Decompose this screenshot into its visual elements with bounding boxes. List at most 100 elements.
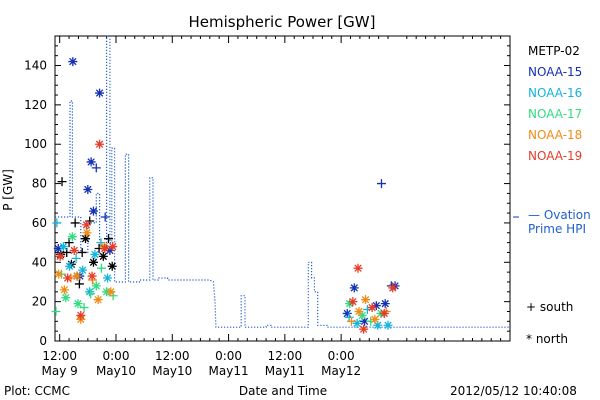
noaa-16-south-point bbox=[71, 253, 81, 263]
noaa-15-north-point bbox=[349, 283, 359, 293]
noaa-16-south-point bbox=[52, 218, 62, 228]
chart-title: Hemispheric Power [GW] bbox=[189, 13, 376, 31]
noaa-19-north-point bbox=[353, 263, 363, 273]
y-axis-label: P [GW] bbox=[1, 169, 15, 211]
noaa-19-north-point bbox=[95, 139, 105, 149]
noaa-17-south-point bbox=[79, 303, 89, 313]
y-tick-label: 140 bbox=[24, 59, 47, 73]
noaa-19-north-point bbox=[81, 220, 91, 230]
noaa-16-north-point bbox=[85, 287, 95, 297]
noaa-19-north-point bbox=[367, 303, 377, 313]
noaa-18-north-point bbox=[106, 287, 116, 297]
noaa-16-north-point bbox=[373, 320, 383, 330]
y-tick-label: 60 bbox=[32, 216, 47, 230]
noaa-16-north-point bbox=[58, 242, 68, 252]
noaa-19-north-point bbox=[379, 308, 389, 318]
metp-02-south-point bbox=[57, 177, 67, 187]
noaa-15-north-point bbox=[342, 308, 352, 318]
noaa-16-south-point bbox=[344, 312, 354, 322]
noaa-18-north-point bbox=[354, 306, 364, 316]
y-tick-label: 100 bbox=[24, 137, 47, 151]
noaa-18-south-point bbox=[346, 316, 356, 326]
noaa-16-north-point bbox=[383, 320, 393, 330]
marker-legend-south: + south bbox=[526, 300, 573, 314]
legend-entry: NOAA-16 bbox=[528, 86, 582, 100]
x-tick-date-label: May10 bbox=[152, 364, 192, 378]
noaa-15-north-point bbox=[88, 206, 98, 216]
noaa-15-north-point bbox=[371, 301, 381, 311]
plot-frame bbox=[54, 35, 511, 342]
noaa-15-north-point bbox=[105, 245, 115, 255]
x-tick-time-label: 0:00 bbox=[328, 349, 355, 363]
ovation-label-line1: — Ovation bbox=[528, 208, 591, 222]
noaa-19-north-point bbox=[76, 310, 86, 320]
noaa-15-south-point bbox=[91, 163, 101, 173]
metp-02-south-point bbox=[74, 279, 84, 289]
noaa-18-north-point bbox=[93, 295, 103, 305]
y-tick-label: 40 bbox=[32, 255, 47, 269]
x-tick-date-label: May 9 bbox=[42, 364, 78, 378]
marker-legend-north: * north bbox=[526, 332, 568, 346]
noaa-18-north-point bbox=[82, 228, 92, 238]
noaa-16-north-point bbox=[78, 265, 88, 275]
x-tick-date-label: May12 bbox=[321, 364, 361, 378]
noaa-17-north-point bbox=[67, 232, 77, 242]
noaa-17-north-point bbox=[91, 281, 101, 291]
noaa-17-north-point bbox=[345, 299, 355, 309]
noaa-16-north-point bbox=[65, 261, 75, 271]
legend-entry: NOAA-17 bbox=[528, 107, 582, 121]
metp-02-south-point bbox=[103, 234, 113, 244]
metp-02-north-point bbox=[98, 251, 108, 261]
noaa-19-north-point bbox=[87, 271, 97, 281]
noaa-19-north-point bbox=[359, 324, 369, 334]
y-tick-label: 20 bbox=[32, 295, 47, 309]
noaa-15-north-point bbox=[380, 299, 390, 309]
metp-02-south-point bbox=[77, 247, 87, 257]
legend-entry: NOAA-18 bbox=[528, 128, 582, 142]
y-tick-label: 120 bbox=[24, 98, 47, 112]
noaa-15-south-point bbox=[100, 212, 110, 222]
plot-timestamp: 2012/05/12 10:40:08 bbox=[450, 384, 577, 398]
plot-credit: Plot: CCMC bbox=[4, 384, 70, 398]
ovation-label-line2: Prime HPI bbox=[528, 222, 586, 236]
noaa-19-north-point bbox=[100, 244, 110, 254]
metp-02-south-point bbox=[70, 218, 80, 228]
x-tick-date-label: May10 bbox=[96, 364, 136, 378]
noaa-16-north-point bbox=[103, 273, 113, 283]
x-tick-time-label: 0:00 bbox=[103, 349, 130, 363]
noaa-19-north-point bbox=[55, 251, 65, 261]
legend-entry: NOAA-19 bbox=[528, 149, 582, 163]
noaa-19-north-point bbox=[63, 273, 73, 283]
noaa-17-north-point bbox=[61, 293, 71, 303]
x-tick-time-label: 12:00 bbox=[268, 349, 303, 363]
noaa-17-north-point bbox=[73, 299, 83, 309]
noaa-19-north-point bbox=[348, 297, 358, 307]
noaa-18-north-point bbox=[370, 314, 380, 324]
noaa-19-north-point bbox=[69, 245, 79, 255]
metp-02-north-point bbox=[88, 257, 98, 267]
x-tick-date-label: May11 bbox=[265, 364, 305, 378]
metp-02-north-point bbox=[107, 261, 117, 271]
noaa-15-north-point bbox=[68, 57, 78, 67]
noaa-19-north-point bbox=[388, 283, 398, 293]
legend-entry: NOAA-15 bbox=[528, 65, 582, 79]
noaa-17-south-point bbox=[86, 289, 96, 299]
noaa-18-north-point bbox=[72, 271, 82, 281]
noaa-16-north-point bbox=[352, 318, 362, 328]
y-tick-label: 80 bbox=[32, 177, 47, 191]
metp-02-north-point bbox=[80, 234, 90, 244]
x-tick-time-label: 0:00 bbox=[215, 349, 242, 363]
noaa-18-north-point bbox=[361, 295, 371, 305]
noaa-15-north-point bbox=[95, 88, 105, 98]
noaa-15-south-point bbox=[376, 179, 386, 189]
x-axis-label: Date and Time bbox=[239, 384, 327, 398]
x-tick-date-label: May11 bbox=[209, 364, 249, 378]
legend-entry: METP-02 bbox=[528, 44, 580, 58]
noaa-15-north-point bbox=[360, 316, 370, 326]
noaa-18-north-point bbox=[59, 285, 69, 295]
noaa-15-north-point bbox=[53, 244, 63, 254]
noaa-19-north-point bbox=[108, 242, 118, 252]
noaa-17-north-point bbox=[357, 310, 367, 320]
noaa-17-south-point bbox=[108, 291, 118, 301]
